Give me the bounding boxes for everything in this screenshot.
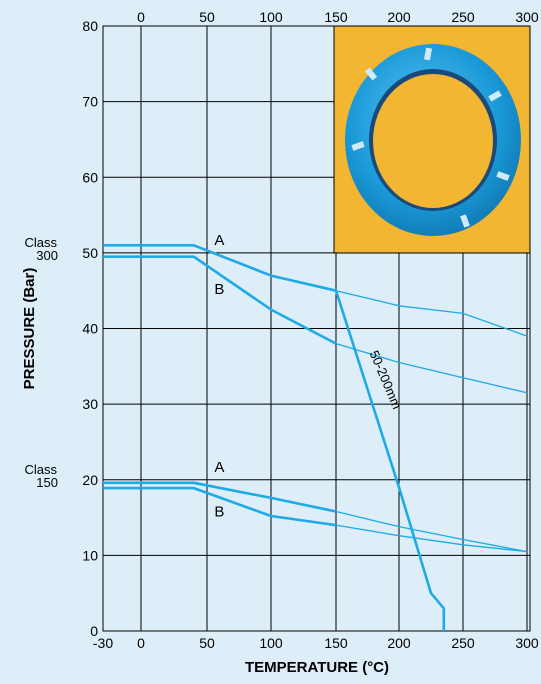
y-tick-label: 60 bbox=[82, 169, 98, 185]
series-line-4 bbox=[103, 486, 337, 527]
y-tick-label: 50 bbox=[82, 245, 98, 261]
x-tick-label-top: 300 bbox=[515, 9, 539, 25]
class-label-line1: Class bbox=[24, 235, 57, 250]
series-label: B bbox=[214, 504, 224, 521]
x-tick-label: 250 bbox=[451, 635, 475, 651]
y-tick-label: 80 bbox=[82, 18, 98, 34]
y-axis-title: PRESSURE (Bar) bbox=[21, 268, 38, 390]
x-tick-label: -30 bbox=[93, 635, 113, 651]
series-line-1 bbox=[103, 244, 337, 292]
series-line-2 bbox=[103, 255, 337, 345]
x-tick-label: 100 bbox=[259, 635, 283, 651]
x-tick-label-top: 100 bbox=[259, 9, 283, 25]
x-tick-label-top: 150 bbox=[324, 9, 348, 25]
x-tick-label: 300 bbox=[515, 635, 539, 651]
y-tick-label: 40 bbox=[82, 321, 98, 337]
y-tick-label: 10 bbox=[82, 547, 98, 563]
series-label: B bbox=[214, 281, 224, 298]
gasket-photo bbox=[333, 25, 531, 254]
y-tick-label: 0 bbox=[90, 623, 98, 639]
x-tick-label-top: 200 bbox=[387, 9, 411, 25]
series-label: A bbox=[214, 232, 224, 249]
y-tick-label: 30 bbox=[82, 396, 98, 412]
series-line-3 bbox=[103, 481, 337, 513]
series-line-1-thin bbox=[335, 290, 528, 337]
x-tick-label: 150 bbox=[324, 635, 348, 651]
y-tick-label: 70 bbox=[82, 94, 98, 110]
x-tick-label: 200 bbox=[387, 635, 411, 651]
series-label: A bbox=[214, 459, 224, 476]
gasket-hole bbox=[373, 74, 493, 208]
class-label-line2: 150 bbox=[36, 475, 58, 490]
series-line-3-thin bbox=[335, 510, 528, 553]
series-line-2-thin bbox=[335, 342, 528, 394]
x-tick-label-top: 250 bbox=[451, 9, 475, 25]
series-line-5 bbox=[334, 290, 446, 631]
series-line-4-thin bbox=[335, 524, 528, 553]
series-layer bbox=[103, 244, 528, 631]
x-tick-label-top: 0 bbox=[137, 9, 145, 25]
class-label-line2: 300 bbox=[36, 248, 58, 263]
x-tick-label-top: 50 bbox=[199, 9, 215, 25]
class-label-line1: Class bbox=[24, 462, 57, 477]
x-tick-label: 0 bbox=[137, 635, 145, 651]
x-tick-label: 50 bbox=[199, 635, 215, 651]
y-tick-label: 20 bbox=[82, 472, 98, 488]
x-axis-title: TEMPERATURE (°C) bbox=[245, 659, 389, 676]
